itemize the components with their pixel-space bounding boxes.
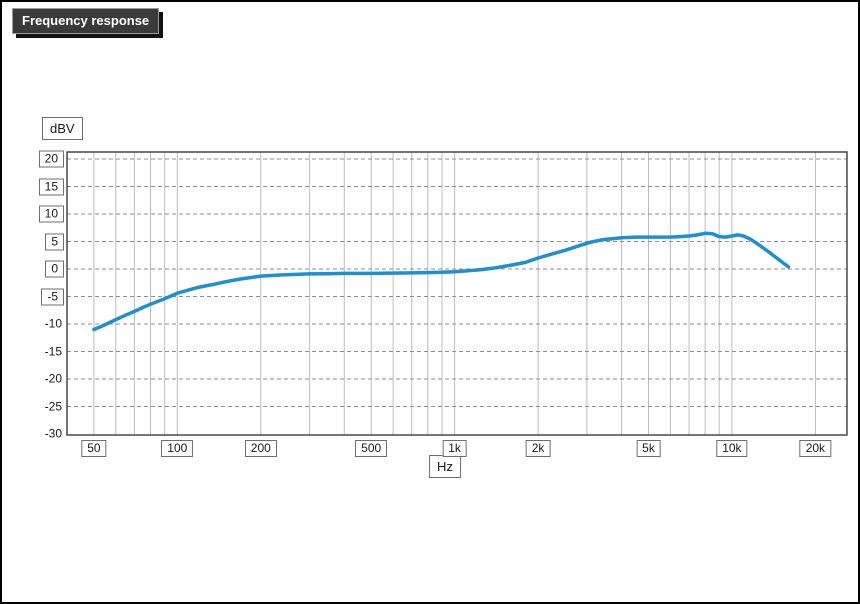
chart-title-tab: Frequency response: [12, 8, 160, 34]
frequency-response-curve: [92, 231, 791, 332]
chart-title: Frequency response: [22, 13, 150, 28]
plot-border: [66, 151, 848, 436]
